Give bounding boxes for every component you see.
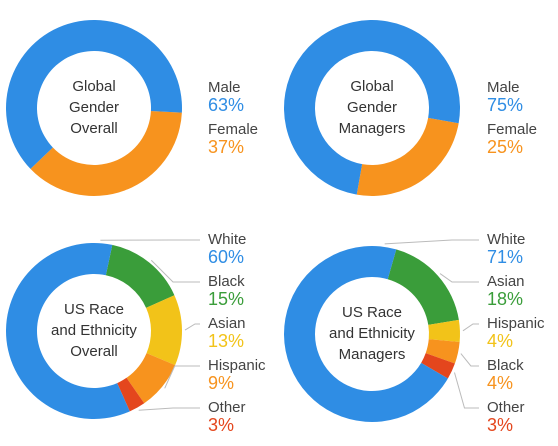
center-label: and Ethnicity — [329, 325, 415, 342]
value-label: 3% — [208, 415, 234, 435]
donut-segment — [117, 377, 145, 412]
value-label: 63% — [208, 95, 244, 115]
value-label: 4% — [487, 331, 513, 351]
center-label: US Race — [64, 301, 124, 318]
center-label: Global — [72, 78, 115, 95]
donut-segment — [421, 353, 455, 379]
leader-line — [439, 273, 479, 283]
leader-line — [150, 259, 200, 283]
donut-segment — [284, 246, 448, 422]
donut-segment — [146, 295, 182, 366]
legend-label: Female — [208, 121, 258, 138]
legend-label: Hispanic — [208, 357, 266, 374]
donut-segment — [30, 110, 182, 196]
value-label: 18% — [487, 289, 523, 309]
leader-line — [384, 239, 479, 245]
legend-label: Female — [487, 121, 537, 138]
donut-segment — [126, 353, 176, 404]
center-label: Gender — [347, 99, 397, 116]
legend-label: White — [487, 231, 525, 248]
value-label: 9% — [208, 373, 234, 393]
value-label: 4% — [487, 373, 513, 393]
value-label: 60% — [208, 247, 244, 267]
leader-line — [184, 323, 200, 331]
leader-line — [164, 365, 200, 389]
legend-label: Male — [487, 79, 520, 96]
donut-segment — [387, 249, 459, 325]
donut-segment — [5, 20, 182, 169]
value-label: 25% — [487, 137, 523, 157]
donut-segment — [284, 20, 460, 195]
leader-line — [462, 323, 479, 332]
donut-segment — [356, 117, 459, 196]
center-label: US Race — [342, 304, 402, 321]
legend-label: White — [208, 231, 246, 248]
donut-segment — [6, 242, 130, 419]
donut-segment — [425, 339, 460, 364]
legend-label: Asian — [208, 315, 246, 332]
legend-label: Asian — [487, 273, 525, 290]
center-label: Managers — [339, 346, 406, 363]
value-label: 15% — [208, 289, 244, 309]
center-label: Gender — [69, 99, 119, 116]
donut-segment — [105, 244, 175, 308]
legend-label: Other — [487, 399, 525, 416]
center-label: Managers — [339, 120, 406, 137]
leader-line — [460, 353, 479, 367]
legend-label: Black — [487, 357, 524, 374]
legend-label: Other — [208, 399, 246, 416]
value-label: 75% — [487, 95, 523, 115]
value-label: 13% — [208, 331, 244, 351]
value-label: 3% — [487, 415, 513, 435]
center-label: Overall — [70, 343, 118, 360]
center-label: Overall — [70, 120, 118, 137]
value-label: 71% — [487, 247, 523, 267]
center-label: Global — [350, 78, 393, 95]
donut-segment — [428, 319, 460, 342]
leader-line — [453, 372, 479, 409]
value-label: 37% — [208, 137, 244, 157]
legend-label: Male — [208, 79, 241, 96]
legend-label: Black — [208, 273, 245, 290]
leader-line — [138, 407, 200, 411]
legend-label: Hispanic — [487, 315, 545, 332]
center-label: and Ethnicity — [51, 322, 137, 339]
